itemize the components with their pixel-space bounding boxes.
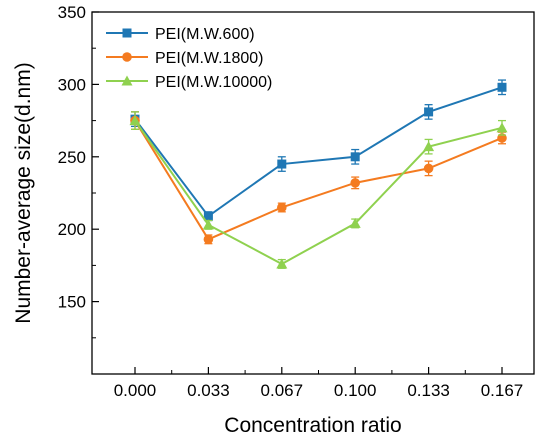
x-tick-label: 0.067 bbox=[261, 381, 304, 400]
series-line bbox=[134, 86, 503, 218]
square-marker bbox=[122, 28, 132, 38]
square-marker bbox=[497, 82, 507, 92]
square-marker bbox=[424, 107, 434, 117]
y-tick-label: 300 bbox=[58, 75, 86, 94]
series-2 bbox=[130, 111, 507, 245]
x-tick-label: 0.167 bbox=[481, 381, 524, 400]
y-tick-label: 200 bbox=[58, 220, 86, 239]
legend-item: PEI(M.W.600) bbox=[106, 26, 255, 43]
x-tick-label: 0.033 bbox=[187, 381, 230, 400]
square-marker bbox=[350, 152, 360, 162]
series-3 bbox=[129, 111, 508, 269]
x-tick-label: 0.000 bbox=[114, 381, 157, 400]
triangle-marker bbox=[349, 217, 361, 228]
square-marker bbox=[277, 159, 287, 169]
legend-item: PEI(M.W.10000) bbox=[106, 74, 272, 91]
triangle-marker bbox=[121, 75, 133, 86]
circle-marker bbox=[203, 234, 214, 245]
triangle-marker bbox=[129, 115, 141, 126]
circle-marker bbox=[122, 52, 132, 62]
legend-label: PEI(M.W.10000) bbox=[155, 74, 272, 91]
triangle-marker bbox=[423, 141, 435, 152]
legend-item: PEI(M.W.1800) bbox=[106, 50, 263, 67]
series-layer bbox=[129, 79, 508, 269]
y-tick-label: 150 bbox=[58, 293, 86, 312]
legend: PEI(M.W.600) PEI(M.W.1800) PEI(M.W.10000) bbox=[106, 26, 272, 91]
series-1 bbox=[130, 79, 507, 222]
series-line bbox=[134, 120, 503, 241]
triangle-marker bbox=[496, 122, 508, 133]
x-axis-title: Concentration ratio bbox=[224, 414, 401, 437]
legend-label: PEI(M.W.600) bbox=[155, 26, 255, 43]
y-axis-title: Number-average size(d.nm) bbox=[12, 62, 35, 323]
square-marker bbox=[203, 211, 213, 221]
circle-marker bbox=[423, 163, 434, 174]
axis-layer: 150 200 250 300 350 0.000 0.033 0.067 0.100 0.133… bbox=[58, 3, 524, 400]
legend-label: PEI(M.W.1800) bbox=[155, 50, 263, 67]
x-tick-label: 0.100 bbox=[334, 381, 377, 400]
triangle-marker bbox=[276, 258, 288, 269]
x-tick-label: 0.133 bbox=[407, 381, 450, 400]
y-tick-label: 250 bbox=[58, 148, 86, 167]
series-line bbox=[134, 120, 503, 266]
y-tick-label: 350 bbox=[58, 3, 86, 22]
circle-marker bbox=[277, 202, 287, 213]
circle-marker bbox=[350, 178, 361, 188]
triangle-marker bbox=[202, 219, 214, 230]
